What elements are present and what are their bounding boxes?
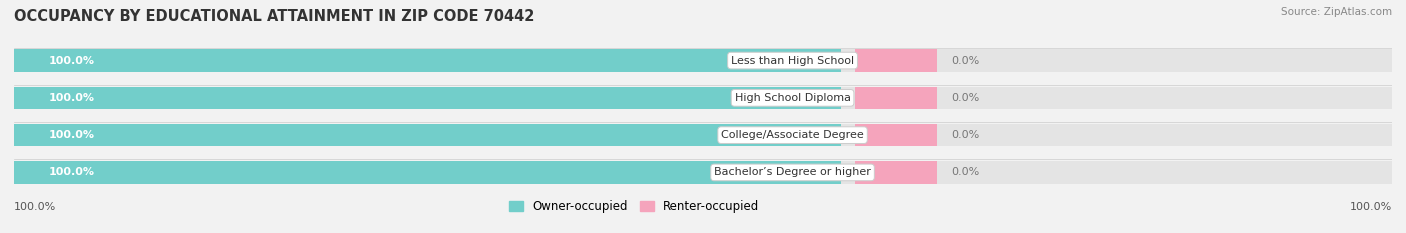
Bar (14, 161, 1392, 184)
Bar (14, 124, 841, 146)
Text: Less than High School: Less than High School (731, 56, 853, 65)
Bar (855, 87, 938, 109)
Text: 0.0%: 0.0% (950, 93, 979, 103)
Bar (14, 49, 1392, 72)
Text: 0.0%: 0.0% (950, 168, 979, 177)
Text: 100.0%: 100.0% (1350, 202, 1392, 212)
Text: Source: ZipAtlas.com: Source: ZipAtlas.com (1281, 7, 1392, 17)
Text: 100.0%: 100.0% (48, 130, 94, 140)
Bar (14, 49, 841, 72)
Bar (855, 124, 938, 146)
Bar (855, 161, 938, 184)
Bar (855, 49, 938, 72)
Text: 100.0%: 100.0% (14, 202, 56, 212)
Bar (14, 161, 841, 184)
Text: 100.0%: 100.0% (48, 56, 94, 65)
Text: 0.0%: 0.0% (950, 56, 979, 65)
Text: High School Diploma: High School Diploma (734, 93, 851, 103)
Text: 100.0%: 100.0% (48, 93, 94, 103)
Text: 0.0%: 0.0% (950, 130, 979, 140)
Text: Bachelor’s Degree or higher: Bachelor’s Degree or higher (714, 168, 870, 177)
Text: 100.0%: 100.0% (48, 168, 94, 177)
Legend: Owner-occupied, Renter-occupied: Owner-occupied, Renter-occupied (503, 195, 765, 218)
Bar (14, 124, 1392, 146)
Bar (14, 87, 1392, 109)
Text: College/Associate Degree: College/Associate Degree (721, 130, 863, 140)
Text: OCCUPANCY BY EDUCATIONAL ATTAINMENT IN ZIP CODE 70442: OCCUPANCY BY EDUCATIONAL ATTAINMENT IN Z… (14, 9, 534, 24)
Bar (14, 87, 841, 109)
